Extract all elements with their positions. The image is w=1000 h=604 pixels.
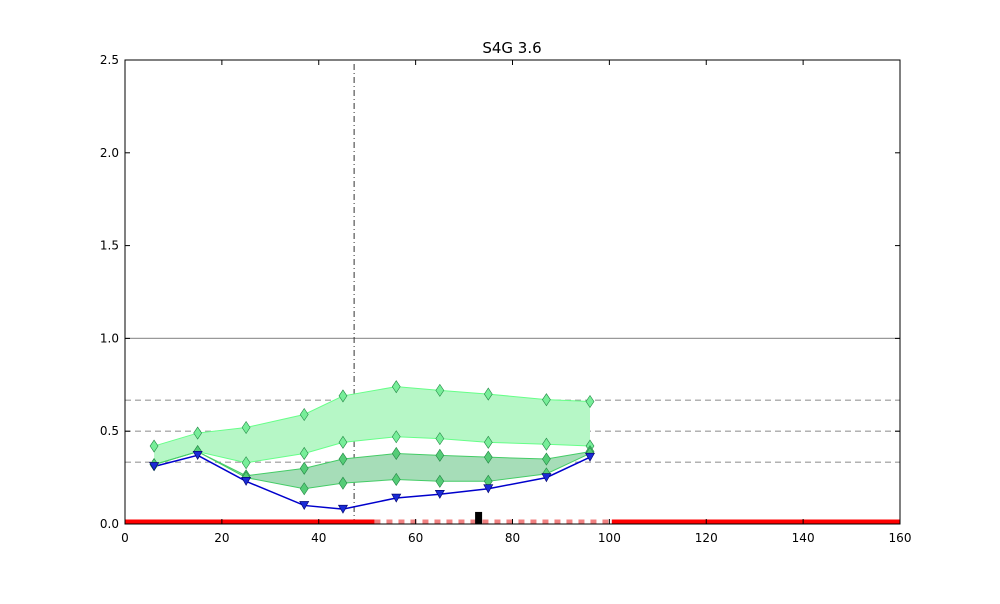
data-point-main-line-9 [584,452,596,462]
data-point-outer-band-upper-9 [585,394,595,409]
inner-band-fill [154,451,590,489]
series-line-inner-band-upper [153,451,591,477]
series-line-main-line [153,454,591,510]
x-tick-label: 40 [311,531,326,545]
y-tick-label: 2.0 [100,146,119,160]
x-tick-label: 20 [214,531,229,545]
series-line-outer-band-lower [153,436,591,466]
x-tick-label: 140 [792,531,815,545]
data-point-main-line-4 [337,504,348,514]
y-tick-label: 0.5 [100,424,119,438]
data-point-inner-band-upper-3 [299,461,309,475]
outer-band-fill [154,386,590,465]
data-point-outer-band-lower-7 [483,435,493,449]
plot-area [125,64,900,525]
y-tick-label: 0.0 [100,517,119,531]
data-point-outer-band-lower-4 [338,435,348,449]
data-point-outer-band-upper-2 [241,420,251,435]
data-point-inner-band-lower-3 [299,482,309,496]
data-point-inner-band-lower-5 [391,472,401,486]
data-point-outer-band-lower-2 [241,456,251,470]
data-point-outer-band-lower-3 [299,446,309,461]
data-point-inner-band-upper-4 [338,452,348,466]
data-point-inner-band-upper-5 [391,446,401,461]
data-point-inner-band-upper-6 [435,448,445,462]
chart-title: S4G 3.6 [482,39,541,57]
data-point-outer-band-upper-7 [483,387,493,401]
x-tick-label: 0 [121,531,129,545]
data-point-outer-band-upper-0 [149,439,159,453]
data-point-outer-band-upper-5 [391,380,401,394]
data-point-inner-band-upper-7 [483,450,493,464]
y-tick-label: 1.0 [100,331,119,345]
data-point-inner-band-lower-4 [338,476,348,490]
data-point-inner-band-lower-6 [435,474,445,488]
marker-block [475,511,483,524]
data-point-outer-band-lower-8 [542,437,551,451]
x-tick-label: 100 [598,531,621,545]
data-point-main-line-2 [241,477,252,486]
data-point-main-line-8 [541,473,552,483]
series-line-outer-band-upper [153,386,591,447]
y-tick-label: 2.5 [100,53,119,67]
data-point-outer-band-upper-8 [542,393,551,407]
x-tick-label: 120 [695,531,718,545]
data-point-outer-band-upper-4 [338,389,348,403]
data-point-outer-band-upper-1 [193,426,203,440]
data-point-outer-band-upper-6 [435,383,445,397]
data-point-main-line-1 [192,451,203,460]
data-point-outer-band-upper-3 [299,407,309,422]
data-point-outer-band-lower-5 [391,430,401,444]
data-point-main-line-3 [299,501,310,511]
x-tick-label: 60 [408,531,423,545]
data-point-main-line-6 [434,490,445,499]
y-tick-label: 1.5 [100,239,119,253]
data-point-main-line-0 [149,462,160,472]
series-line-inner-band-lower [153,451,591,490]
x-tick-label: 160 [889,531,912,545]
data-point-main-line-7 [483,484,494,494]
data-point-main-line-5 [391,493,402,503]
data-point-inner-band-upper-8 [542,452,551,466]
x-tick-label: 80 [505,531,520,545]
data-point-outer-band-lower-6 [435,432,445,446]
